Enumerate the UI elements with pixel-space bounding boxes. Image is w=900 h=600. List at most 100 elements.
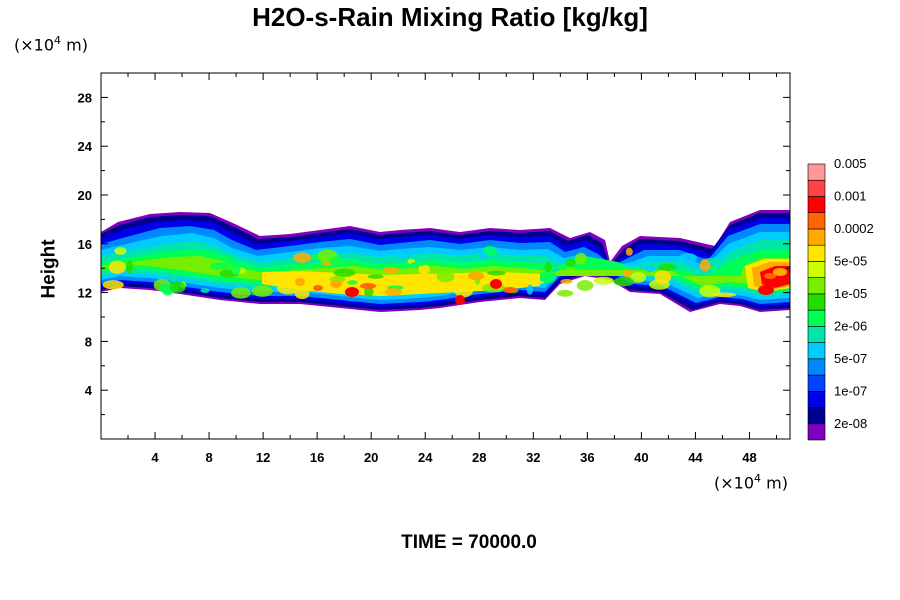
rain-cell-intense [503,287,517,293]
x-tick-label: 28 [472,450,486,465]
y-tick-label: 12 [78,286,92,301]
rain-cell [384,288,403,296]
rain-cell-intense [455,295,465,305]
rain-cell-intense [764,273,776,279]
rain-cell [224,254,232,262]
x-tick-label: 40 [634,450,648,465]
colorbar-swatch [807,309,826,327]
chart-title: H2O-s-Rain Mixing Ratio [kg/kg] [252,2,648,32]
colorbar-swatch [807,261,826,278]
rain-cells [102,246,787,305]
x-tick-label: 16 [310,450,324,465]
rain-cell [709,265,716,271]
colorbar-swatch [807,163,826,181]
colorbar-swatch [807,277,826,295]
colorbar-label: 2e-08 [834,416,867,431]
colorbar-swatch [807,293,826,311]
rain-cell-intense [468,272,484,280]
rain-cell [482,246,498,256]
y-axis: 4 8 12 16 20 24 28 [78,90,790,416]
x-tick-label: 12 [256,450,270,465]
rain-cell [574,252,587,265]
rain-cell [231,287,251,299]
rain-cell [209,262,231,270]
colorbar-label: 2e-06 [834,318,867,333]
colorbar-swatch [807,196,826,214]
rain-cell-intense [758,285,774,295]
rain-cell-intense [490,279,502,289]
rain-cell [699,259,711,272]
rain-cell [487,270,506,276]
rain-cell [102,280,124,290]
y-tick-label: 24 [78,139,93,154]
x-tick-label: 48 [742,450,756,465]
colorbar-swatch [807,179,826,197]
rain-cell [162,288,173,296]
colorbar-swatch [807,244,826,262]
rain-cell-intense [330,280,342,288]
colorbar-swatch [807,212,826,230]
rain-cell-intense [773,268,787,276]
rain-cell [393,250,411,259]
colorbar-swatch [807,358,826,376]
y-tick-label: 16 [78,237,92,252]
x-tick-label: 4 [151,450,159,465]
colorbar-swatch [807,342,826,360]
rain-cell [613,276,635,287]
time-label: TIME = 70000.0 [401,532,537,553]
rain-cell [454,283,474,298]
rain-cell [526,284,534,295]
x-tick-label: 44 [688,450,703,465]
rain-cell [479,252,488,260]
rain-cell [593,276,614,285]
colorbar: 2e-08 1e-07 5e-07 2e-06 1e-05 5e-05 0.0002 0.00… [807,156,874,441]
rain-cell [363,286,374,298]
rain-cell [644,265,656,273]
rain-cell [566,258,576,268]
rain-cell [629,272,647,283]
rain-cell [540,269,557,284]
colorbar-label: 0.001 [834,188,867,203]
rain-cell [170,281,186,293]
rain-cell [169,275,178,283]
rain-cell [679,252,697,263]
colorbar-swatch [807,326,826,343]
rain-cell [108,260,126,274]
y-tick-label: 8 [85,334,92,349]
rain-cell [114,247,127,255]
rain-cell-intense [360,283,376,289]
rain-cell-intense [313,285,323,291]
colorbar-label: 0.005 [834,156,867,171]
colorbar-label: 1e-07 [834,383,867,398]
colorbar-swatch [807,423,826,441]
x-tick-label: 8 [205,450,212,465]
x-tick-label: 32 [526,450,540,465]
rain-cell [329,256,345,268]
rain-cell [654,270,672,284]
y-axis-unit: (×104 m) [14,34,88,55]
colorbar-label: 0.0002 [834,221,874,236]
rain-cell [625,247,633,256]
rain-cell [712,292,737,298]
colorbar-swatch [807,228,826,246]
rain-cell [251,285,273,297]
rain-cell [293,252,312,263]
rain-cell [294,288,310,300]
y-tick-label: 4 [85,383,93,398]
rain-cell [200,288,210,293]
colorbar-label: 5e-05 [834,253,867,268]
rain-cell [367,274,384,279]
rain-cell-intense [345,287,359,297]
rain-cell [410,261,427,267]
colorbar-swatch [807,407,826,425]
rain-cell [564,267,578,276]
rain-cell-intense [295,278,305,286]
x-axis-unit: (×104 m) [714,472,788,493]
colorbar-label: 1e-05 [834,286,867,301]
y-tick-label: 28 [78,90,92,105]
rain-cell [276,281,300,295]
rain-cell [230,262,241,275]
x-tick-label: 36 [580,450,594,465]
x-tick-label: 20 [364,450,378,465]
